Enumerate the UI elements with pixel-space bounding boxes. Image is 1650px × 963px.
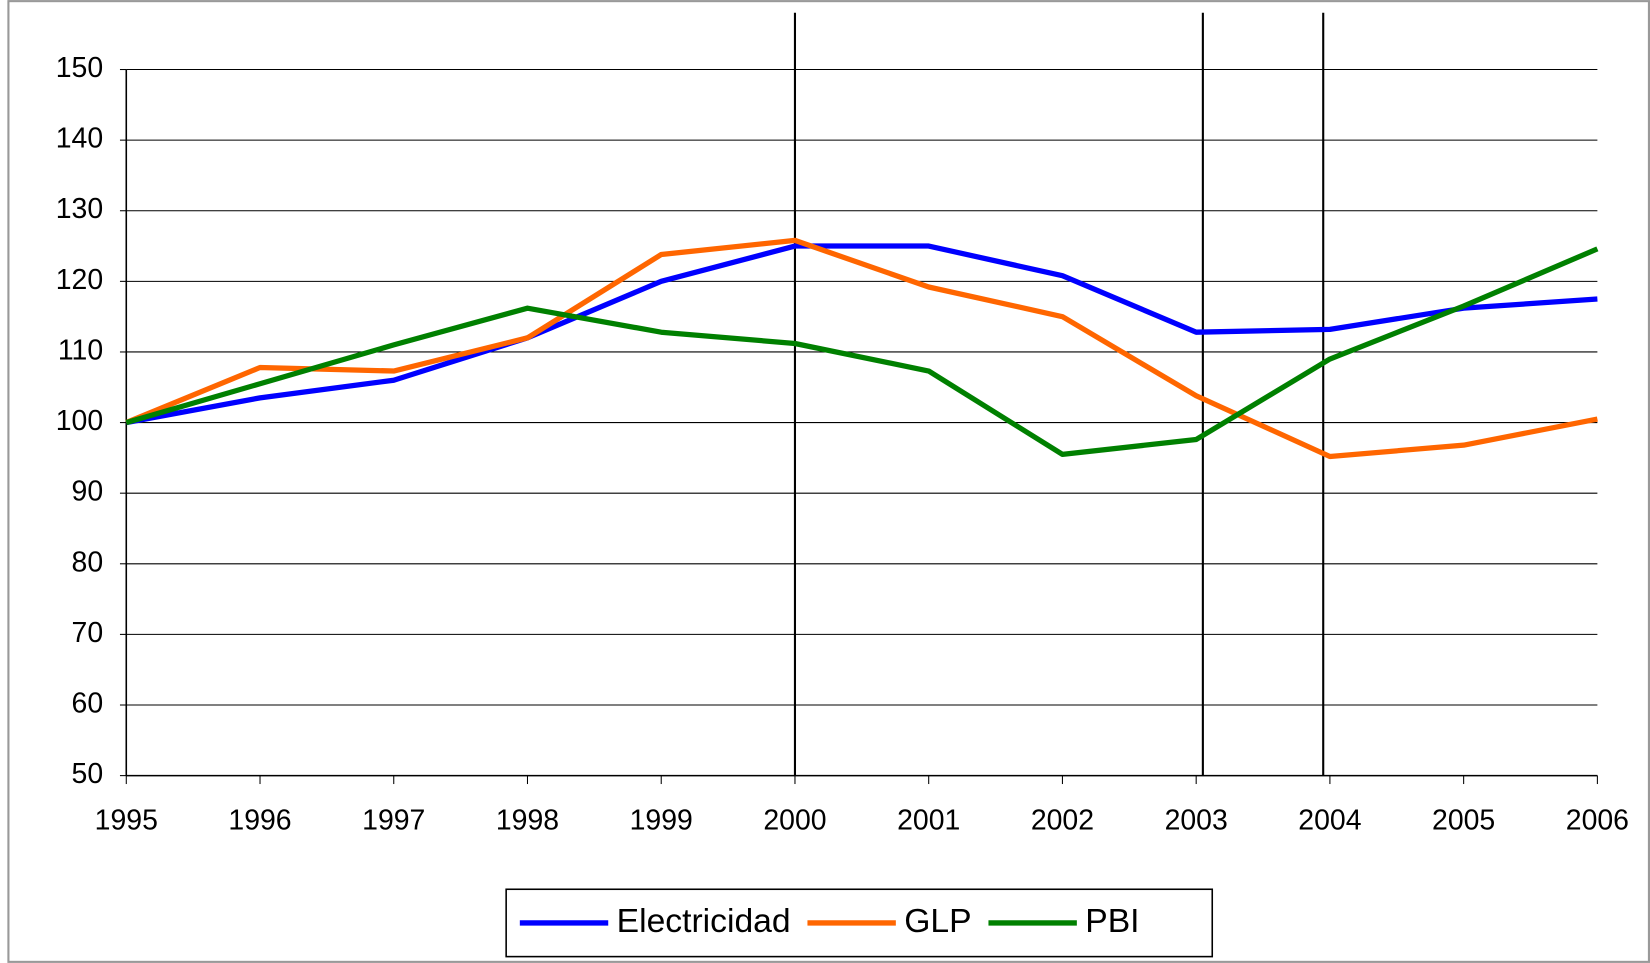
y-tick-label: 90 (72, 476, 104, 508)
series-line (125, 243, 1598, 426)
x-tick-label: 1999 (630, 804, 693, 836)
x-tick-label: 2004 (1298, 804, 1361, 836)
legend-label: Electricidad (617, 903, 791, 940)
y-tick-label: 110 (58, 334, 103, 366)
y-tick-label: 120 (56, 264, 103, 296)
plot (125, 237, 1599, 460)
legend-label: PBI (1085, 903, 1139, 940)
chart-frame (7, 0, 1650, 963)
x-tick-label: 1998 (496, 804, 559, 836)
y-tick-label: 140 (56, 123, 103, 155)
y-tick-label: 100 (56, 405, 103, 437)
x-tick-label: 1995 (95, 804, 158, 836)
x-tick-label: 2000 (763, 804, 826, 836)
grid: 50 60 70 80 90 100 110 120 130 140 150 1995 1996 1997… (56, 12, 1629, 836)
x-tick-label: 1996 (228, 804, 291, 836)
y-tick-label: 60 (72, 688, 104, 720)
y-tick-label: 50 (72, 758, 104, 790)
x-tick-label: 2006 (1566, 804, 1629, 836)
y-tick-label: 150 (56, 52, 103, 84)
x-tick-label: 2002 (1031, 804, 1094, 836)
series-line (125, 237, 1598, 460)
x-tick-label: 2001 (897, 804, 960, 836)
series-line (125, 246, 1599, 457)
x-tick-label: 1997 (362, 804, 425, 836)
y-tick-label: 80 (72, 546, 104, 578)
x-tick-label: 2005 (1432, 804, 1495, 836)
y-tick-label: 70 (72, 617, 104, 649)
legend-label: GLP (904, 903, 971, 940)
legend: Electricidad GLP PBI (505, 888, 1214, 958)
x-tick-label: 2003 (1165, 804, 1228, 836)
y-tick-label: 130 (56, 193, 103, 225)
